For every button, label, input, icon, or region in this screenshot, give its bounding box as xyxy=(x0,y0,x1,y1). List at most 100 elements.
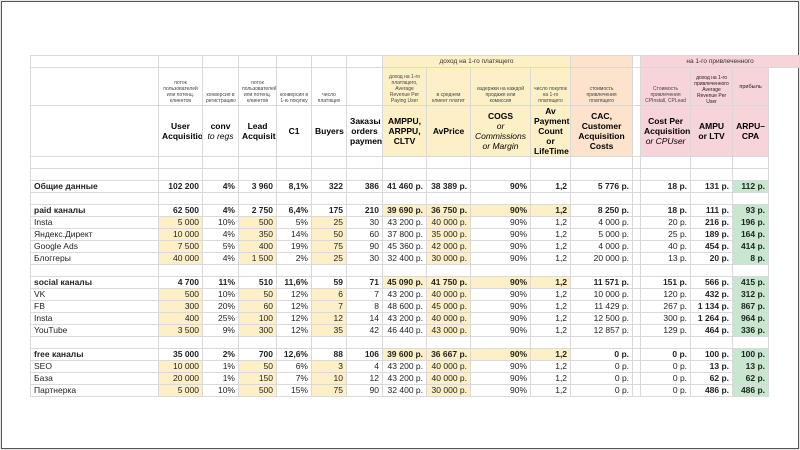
empty-cell[interactable] xyxy=(529,168,572,181)
empty-cell[interactable] xyxy=(158,168,203,181)
cell-cpa[interactable]: 40 р. xyxy=(640,240,692,253)
empty-cell[interactable] xyxy=(426,192,471,205)
cell-lead-acquisition[interactable]: 50 xyxy=(238,288,277,301)
cell-av-payment-count[interactable]: 1,2 xyxy=(529,384,572,397)
cell-user-acquisition[interactable]: 102 200 xyxy=(158,180,203,193)
empty-cell[interactable] xyxy=(632,192,642,205)
cell-c1[interactable]: 5% xyxy=(276,216,312,229)
empty-cell[interactable] xyxy=(346,156,383,169)
column-header-cac[interactable]: CAC, Customer Acquisition Costs xyxy=(570,105,634,157)
empty-cell[interactable] xyxy=(30,336,159,349)
cell-arpu-cpa[interactable]: 486 р. xyxy=(732,384,770,397)
cell-cogs[interactable]: 90% xyxy=(470,180,531,193)
cell-av-payment-count[interactable]: 1,2 xyxy=(529,300,572,313)
cell-cac[interactable]: 4 000 р. xyxy=(570,240,634,253)
cell-c1[interactable]: 11,6% xyxy=(276,276,312,289)
cell-c1[interactable]: 19% xyxy=(276,240,312,253)
cell-user-acquisition[interactable]: 5 000 xyxy=(158,384,203,397)
column-header-c1[interactable]: C1 xyxy=(276,105,312,157)
spacer-col[interactable] xyxy=(632,324,642,337)
cell-conv[interactable]: 10% xyxy=(202,288,239,301)
cell-orders[interactable]: 60 xyxy=(346,228,383,241)
empty-cell[interactable] xyxy=(640,192,692,205)
cell-orders[interactable]: 90 xyxy=(346,384,383,397)
cell-orders[interactable]: 90 xyxy=(346,240,383,253)
cell-row-label[interactable]: Google Ads xyxy=(30,240,159,253)
cell-c1[interactable]: 6,4% xyxy=(276,204,312,217)
empty-cell[interactable] xyxy=(732,168,770,181)
cell-cac[interactable]: 0 р. xyxy=(570,372,634,385)
cell-row-label[interactable]: Блоггеры xyxy=(30,252,159,265)
cell-cogs[interactable]: 90% xyxy=(470,240,531,253)
cell-orders[interactable]: 4 xyxy=(346,360,383,373)
cell-cac[interactable]: 0 р. xyxy=(570,384,634,397)
cell-arpu-cpa[interactable]: 312 р. xyxy=(732,288,770,301)
cell-conv[interactable]: 1% xyxy=(202,360,239,373)
cell-ampu[interactable]: 454 р. xyxy=(690,240,734,253)
cell-user-acquisition[interactable]: 62 500 xyxy=(158,204,203,217)
column-header-row-label[interactable] xyxy=(30,105,159,157)
cell-av-payment-count[interactable]: 1,2 xyxy=(529,276,572,289)
cell-ampu[interactable]: 111 р. xyxy=(690,204,734,217)
empty-cell[interactable] xyxy=(632,264,642,277)
cell-c1[interactable]: 12% xyxy=(276,324,312,337)
cell-lead-acquisition[interactable]: 100 xyxy=(238,312,277,325)
empty-cell[interactable] xyxy=(640,156,692,169)
cell-cac[interactable]: 20 000 р. xyxy=(570,252,634,265)
cell-cac[interactable]: 4 000 р. xyxy=(570,216,634,229)
empty-cell[interactable] xyxy=(470,156,531,169)
cell-ampu[interactable]: 432 р. xyxy=(690,288,734,301)
empty-cell[interactable] xyxy=(632,168,642,181)
cell-lead-acquisition[interactable]: 700 xyxy=(238,348,277,361)
cell-row-label[interactable]: Insta xyxy=(30,312,159,325)
empty-cell[interactable] xyxy=(640,264,692,277)
empty-cell[interactable] xyxy=(470,168,531,181)
cell-c1[interactable]: 12% xyxy=(276,300,312,313)
spacer-col[interactable] xyxy=(632,204,642,217)
cell-cpa[interactable]: 267 р. xyxy=(640,300,692,313)
cell-ampu[interactable]: 566 р. xyxy=(690,276,734,289)
empty-cell[interactable] xyxy=(732,192,770,205)
cell-orders[interactable]: 42 xyxy=(346,324,383,337)
cell-cac[interactable]: 12 500 р. xyxy=(570,312,634,325)
cell-arpu-cpa[interactable]: 867 р. xyxy=(732,300,770,313)
cell-lead-acquisition[interactable]: 510 xyxy=(238,276,277,289)
cell-amppu[interactable]: 37 800 р. xyxy=(382,228,427,241)
cell-arpu-cpa[interactable]: 8 р. xyxy=(732,252,770,265)
column-header-orders[interactable]: Заказы orders payments xyxy=(346,105,383,157)
cell-cogs[interactable]: 90% xyxy=(470,348,531,361)
empty-cell[interactable] xyxy=(632,336,642,349)
cell-orders[interactable]: 30 xyxy=(346,216,383,229)
cell-av-payment-count[interactable]: 1,2 xyxy=(529,348,572,361)
empty-cell[interactable] xyxy=(529,264,572,277)
column-header-conv[interactable]: conv to regs xyxy=(202,105,239,157)
cell-cpa[interactable]: 0 р. xyxy=(640,348,692,361)
cell-ampu[interactable]: 131 р. xyxy=(690,180,734,193)
cell-av-payment-count[interactable]: 1,2 xyxy=(529,204,572,217)
empty-cell[interactable] xyxy=(311,264,347,277)
cell-cogs[interactable]: 90% xyxy=(470,360,531,373)
cell-avprice[interactable]: 42 000 р. xyxy=(426,240,471,253)
cell-orders[interactable]: 30 xyxy=(346,252,383,265)
empty-cell[interactable] xyxy=(276,168,312,181)
cell-buyers[interactable]: 3 xyxy=(311,360,347,373)
cell-user-acquisition[interactable]: 20 000 xyxy=(158,372,203,385)
cell-user-acquisition[interactable]: 4 700 xyxy=(158,276,203,289)
cell-av-payment-count[interactable]: 1,2 xyxy=(529,180,572,193)
cell-conv[interactable]: 9% xyxy=(202,324,239,337)
empty-cell[interactable] xyxy=(570,156,634,169)
cell-ampu[interactable]: 216 р. xyxy=(690,216,734,229)
spacer-col[interactable] xyxy=(632,216,642,229)
cell-row-label[interactable]: Партнерка xyxy=(30,384,159,397)
empty-cell[interactable] xyxy=(632,156,642,169)
empty-cell[interactable] xyxy=(382,264,427,277)
cell-buyers[interactable]: 175 xyxy=(311,204,347,217)
cell-avprice[interactable]: 36 667 р. xyxy=(426,348,471,361)
cell-orders[interactable]: 7 xyxy=(346,288,383,301)
empty-cell[interactable] xyxy=(529,336,572,349)
cell-row-label[interactable]: VK xyxy=(30,288,159,301)
empty-cell[interactable] xyxy=(690,264,734,277)
cell-cogs[interactable]: 90% xyxy=(470,252,531,265)
cell-c1[interactable]: 12% xyxy=(276,288,312,301)
cell-cpa[interactable]: 13 р. xyxy=(640,252,692,265)
